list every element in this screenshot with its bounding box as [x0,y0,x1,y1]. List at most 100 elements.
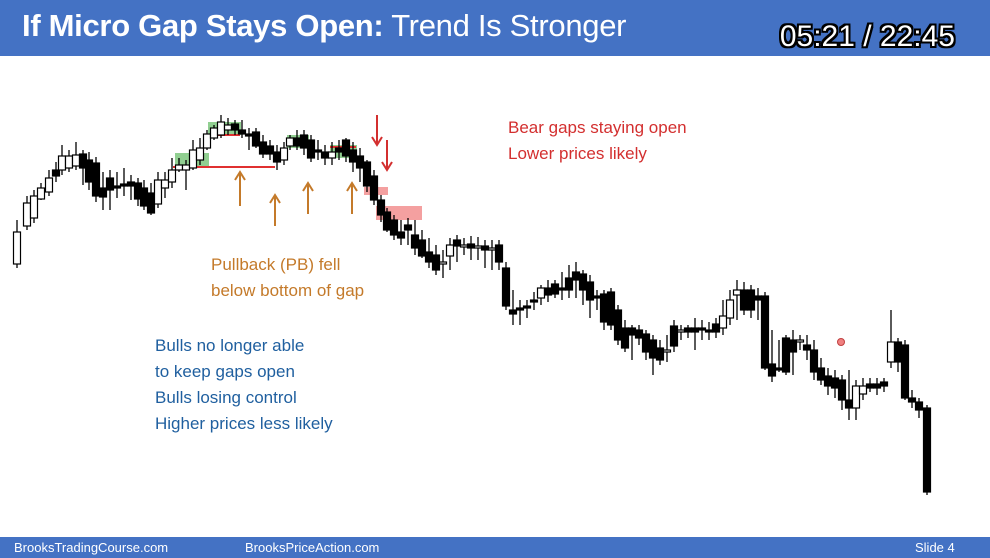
annotation-line: Bear gaps staying open [508,118,687,137]
bear-candle-body [265,145,275,155]
arrow-up-icon [234,170,246,181]
pullback-annotation: Pullback (PB) fell below bottom of gap [211,252,364,304]
bull-candle-body [216,121,226,136]
arrow-up-icon [302,181,314,192]
bear-candle-body [907,397,917,403]
bull-candle-body [223,124,233,131]
bull-candle-body [202,133,212,149]
annotation-line: to keep gaps open [155,362,295,381]
annotation-line: Higher prices less likely [155,414,333,433]
bear-candle-body [494,244,504,263]
bull-candle-body [487,247,497,251]
bear-candle-body [697,327,707,331]
bull-candle-body [732,289,742,296]
bear-candle-body [914,401,924,411]
bear-candle-body [781,337,791,373]
bear-candle-body [355,155,365,169]
bear-candle-body [585,281,595,301]
bull-candle-body [851,385,861,409]
bear-candle-body [634,329,644,339]
bear-candle-body [683,327,693,333]
bear-candle-body [251,131,261,147]
bear-candle-body [299,134,309,149]
annotation-line: Bulls no longer able [155,336,305,355]
annotation-line: Bulls losing control [155,388,297,407]
bear-candle-body [872,383,882,389]
bull-candle-body [174,164,184,171]
bear-candle-body [641,333,651,353]
bear-candle-body [578,273,588,291]
bear-candle-body [348,149,358,163]
bear-candle-body [879,381,889,387]
bear-candle-body [788,339,798,353]
bear-candle-body [410,234,420,249]
bear-candle-body [746,289,756,311]
bear-candle-body [816,367,826,381]
slide-title: If Micro Gap Stays Open: Trend Is Strong… [22,8,626,44]
bull-candle-body [195,147,205,161]
candlestick-chart [12,115,932,495]
arrow-down-icon [381,161,393,172]
bull-candle-body [181,164,191,171]
footer-center-link[interactable]: BrooksPriceAction.com [245,540,380,555]
bear-candle-body [272,151,282,163]
bull-candle-body [167,169,177,183]
bull-candle-body [438,261,448,265]
bear-candle-body [424,251,434,263]
bear-candle-body [529,299,539,303]
bear-candle-body [543,287,553,296]
bear-candle-body [258,141,268,155]
bear-candle-body [313,149,323,153]
annotation-line: Pullback (PB) fell [211,255,341,274]
bear-candle-body [627,327,637,336]
bear-candle-body [91,162,101,197]
bull-candle-body [676,329,686,333]
bear-candle-body [237,129,247,135]
bear-candle-body [501,267,511,307]
bear-candle-body [84,159,94,183]
bear-candle-body [431,254,441,271]
bear-candle-body [244,133,254,137]
bear-candle-body [837,379,847,401]
bull-candle-body [153,179,163,205]
bull-candle-body [279,147,289,161]
bear-candle-body [620,327,630,349]
bear-candle-body [760,295,770,369]
bear-candle-body [809,349,819,373]
bull-candle-body [536,287,546,299]
footer-bar: BrooksTradingCourse.com BrooksPriceActio… [0,537,990,558]
bear-candle-body [306,139,316,159]
bear-candle-body [105,177,115,191]
footer-left-link[interactable]: BrooksTradingCourse.com [14,540,169,555]
slide-title-rest: Trend Is Stronger [383,8,627,43]
slide-number: Slide 4 [915,540,955,555]
video-timer: 05:21 / 22:45 [779,20,955,53]
bear-candle-body [522,305,532,309]
bear-candle-body [417,239,427,257]
bull-candle-body [858,385,868,395]
bull-candle-body [44,177,54,193]
bear-candle-body [557,287,567,291]
bull-candle-body [12,231,22,265]
bear-candle-body [515,307,525,311]
bear-candle-body [655,347,665,361]
bull-candle-body [22,202,32,227]
bear-candle-body [571,271,581,281]
bull-candle-body [886,341,896,363]
bear-candle-body [508,309,518,315]
bear-candle-body [403,224,413,231]
arrow-up-icon [346,181,358,192]
bear-candle-body [396,231,406,239]
laser-pointer-icon [837,338,845,346]
bear-candle-body [893,341,903,363]
bull-candle-body [188,149,198,169]
arrow-down-icon [371,136,383,147]
bear-candle-body [669,325,679,347]
bear-candle-body [320,151,330,159]
bull-candle-body [795,339,805,343]
bear-candle-body [230,123,240,131]
bull-candle-body [57,155,67,171]
bear-candle-body [334,147,344,153]
bear-candle-body [389,219,399,236]
bull-candle-body [29,195,39,219]
